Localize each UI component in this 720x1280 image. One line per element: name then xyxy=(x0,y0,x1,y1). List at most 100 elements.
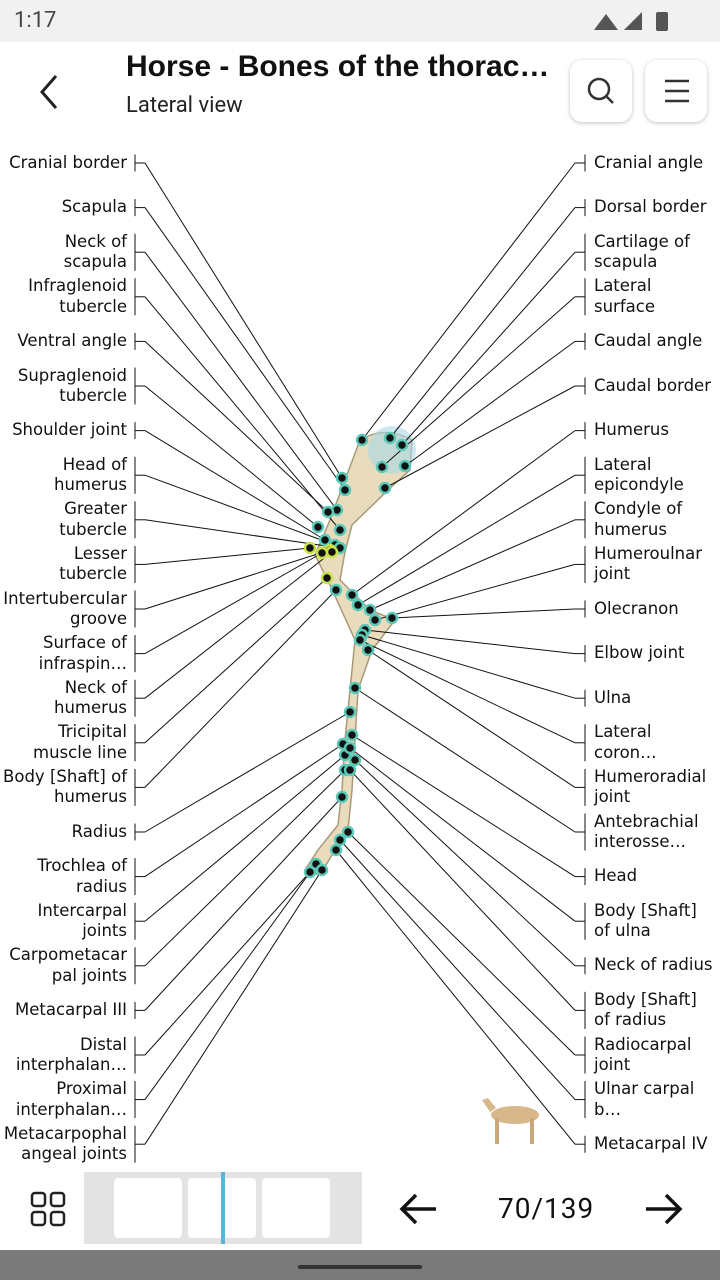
label: Carpometacarpal joints xyxy=(9,945,127,985)
pin[interactable] xyxy=(363,603,377,617)
leader-line xyxy=(364,629,576,655)
status-bar: 1:17 xyxy=(0,0,720,42)
leader-line xyxy=(144,251,338,511)
label: Cranial angle xyxy=(594,152,704,172)
thumbnail[interactable] xyxy=(114,1178,182,1238)
label: Lateral surface xyxy=(594,276,655,316)
next-button[interactable] xyxy=(642,1189,688,1229)
pin[interactable] xyxy=(333,833,347,847)
leader-line xyxy=(144,769,346,967)
label: Cartilage of scapula xyxy=(594,231,690,272)
label: Lesser tubercle xyxy=(59,543,127,584)
leader-line xyxy=(144,549,331,610)
leader-line xyxy=(144,385,319,528)
pin[interactable] xyxy=(333,523,347,537)
leader-line xyxy=(404,340,576,467)
leader-line xyxy=(374,563,576,621)
label: Antebrachial interosse… xyxy=(594,811,699,852)
label: Shoulder joint xyxy=(12,420,127,440)
leader-line xyxy=(347,831,576,1056)
label: Head of humerus xyxy=(54,454,127,495)
pin[interactable] xyxy=(335,471,349,485)
prev-button[interactable] xyxy=(396,1189,442,1229)
label: Tricipital muscle line xyxy=(33,722,127,762)
pin[interactable] xyxy=(375,460,389,474)
leader-line xyxy=(144,577,328,744)
pin[interactable] xyxy=(311,520,325,534)
grid-button[interactable] xyxy=(30,1191,66,1227)
pin[interactable] xyxy=(341,825,355,839)
leader-line xyxy=(354,687,576,833)
leader-line xyxy=(144,430,326,541)
pin[interactable] xyxy=(335,790,349,804)
leader-line xyxy=(384,385,576,489)
pin[interactable] xyxy=(378,481,392,495)
pin[interactable] xyxy=(343,741,357,755)
label: Body [Shaft] of humerus xyxy=(3,766,127,807)
pin[interactable] xyxy=(383,431,397,445)
leader-line xyxy=(349,747,576,922)
label: Trochlea of radius xyxy=(37,856,127,896)
search-button[interactable] xyxy=(570,60,632,122)
pin[interactable] xyxy=(329,843,343,857)
pin[interactable] xyxy=(355,433,369,447)
pin[interactable] xyxy=(345,728,359,742)
pin[interactable] xyxy=(368,613,382,627)
pin[interactable] xyxy=(343,705,357,719)
pin[interactable] xyxy=(351,598,365,612)
leader-line xyxy=(401,251,576,446)
pin[interactable] xyxy=(398,459,412,473)
label: Radiocarpal joint xyxy=(594,1034,692,1075)
leader-line xyxy=(381,296,576,468)
pin[interactable] xyxy=(385,611,399,625)
back-button[interactable] xyxy=(34,72,64,112)
leader-line xyxy=(351,430,576,596)
menu-button[interactable] xyxy=(645,60,707,122)
leader-line xyxy=(144,589,337,788)
leader-line xyxy=(359,639,576,744)
leader-line xyxy=(361,634,576,699)
leader-line xyxy=(144,869,323,1145)
label: Proximal interphalan… xyxy=(15,1079,127,1119)
pin[interactable] xyxy=(303,865,317,879)
pin[interactable] xyxy=(318,533,332,547)
thumbnail-cursor xyxy=(221,1172,225,1244)
leader-line xyxy=(144,871,311,1056)
pin[interactable] xyxy=(348,753,362,767)
leader-line xyxy=(351,734,576,878)
leader-line xyxy=(144,474,336,546)
leader-line xyxy=(367,649,576,788)
leader-line xyxy=(354,759,576,967)
header xyxy=(0,42,720,140)
label: Humeroradial joint xyxy=(594,766,707,807)
label: Intertubercular groove xyxy=(3,588,127,629)
pin[interactable] xyxy=(338,483,352,497)
pin[interactable] xyxy=(361,643,375,657)
pin[interactable] xyxy=(353,633,367,647)
pin[interactable] xyxy=(329,583,343,597)
pin[interactable] xyxy=(325,545,339,559)
label: Radius xyxy=(71,821,127,841)
label: Supraglenoid tubercle xyxy=(17,365,127,406)
thumbnail[interactable] xyxy=(262,1178,330,1238)
label: Infraglenoid tubercle xyxy=(28,276,127,316)
pin[interactable] xyxy=(303,541,317,555)
pin[interactable] xyxy=(395,438,409,452)
label: Cranial border xyxy=(9,152,127,172)
pin[interactable] xyxy=(321,505,335,519)
label: Body [Shaft] of radius xyxy=(594,989,697,1030)
leader-line xyxy=(144,162,343,479)
pin[interactable] xyxy=(315,863,329,877)
leader-line xyxy=(144,341,329,513)
label: Olecranon xyxy=(594,598,679,618)
label: Lateral coron… xyxy=(594,722,657,762)
pin[interactable] xyxy=(348,681,362,695)
pin[interactable] xyxy=(320,571,334,585)
nav-bar xyxy=(0,1250,720,1280)
status-icons xyxy=(594,12,668,31)
pin[interactable] xyxy=(315,546,329,560)
pin[interactable] xyxy=(343,763,357,777)
pin[interactable] xyxy=(345,588,359,602)
leader-line xyxy=(339,839,576,1100)
